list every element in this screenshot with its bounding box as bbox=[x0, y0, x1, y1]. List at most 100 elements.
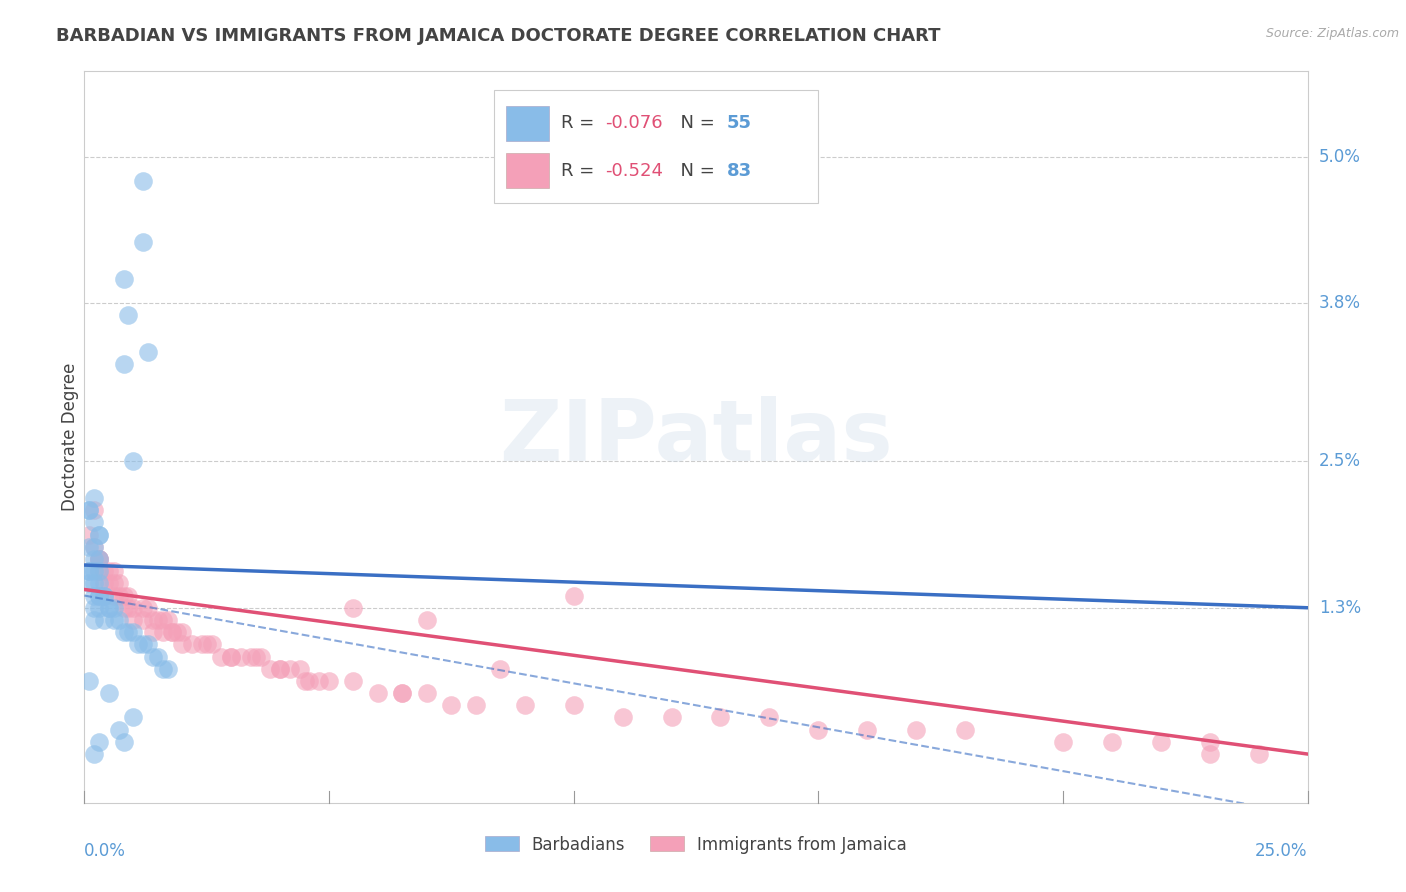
Point bbox=[83, 540, 105, 554]
Point bbox=[112, 357, 135, 371]
Point bbox=[440, 698, 463, 713]
Point bbox=[97, 600, 120, 615]
Point bbox=[1247, 747, 1270, 761]
Point bbox=[87, 527, 110, 541]
Point bbox=[513, 698, 536, 713]
Point bbox=[112, 589, 135, 603]
Point bbox=[87, 552, 110, 566]
Point bbox=[77, 564, 100, 578]
Point bbox=[269, 662, 291, 676]
FancyBboxPatch shape bbox=[506, 153, 550, 188]
Point bbox=[1150, 735, 1173, 749]
Point bbox=[93, 613, 115, 627]
Point bbox=[1052, 735, 1074, 749]
Point bbox=[152, 662, 174, 676]
Point bbox=[87, 735, 110, 749]
Text: 0.0%: 0.0% bbox=[84, 842, 127, 860]
Point bbox=[132, 613, 155, 627]
Point bbox=[83, 552, 105, 566]
Point bbox=[172, 625, 194, 640]
Point bbox=[112, 271, 135, 285]
Point bbox=[77, 503, 100, 517]
Point bbox=[107, 723, 129, 737]
Point bbox=[87, 600, 110, 615]
FancyBboxPatch shape bbox=[506, 106, 550, 141]
Point bbox=[97, 576, 120, 591]
Y-axis label: Doctorate Degree: Doctorate Degree bbox=[62, 363, 80, 511]
Point bbox=[142, 649, 165, 664]
Point bbox=[93, 564, 115, 578]
Point bbox=[87, 552, 110, 566]
Text: N =: N = bbox=[669, 114, 720, 132]
Point bbox=[77, 576, 100, 591]
Point bbox=[298, 673, 321, 688]
Point bbox=[122, 625, 145, 640]
Text: 25.0%: 25.0% bbox=[1256, 842, 1308, 860]
Text: -0.524: -0.524 bbox=[606, 161, 664, 180]
Point bbox=[489, 662, 512, 676]
Point bbox=[464, 698, 486, 713]
Point bbox=[142, 625, 165, 640]
Text: 2.5%: 2.5% bbox=[1319, 452, 1361, 470]
Point bbox=[709, 710, 731, 724]
Point bbox=[136, 637, 159, 651]
Text: N =: N = bbox=[669, 161, 720, 180]
Point bbox=[132, 235, 155, 249]
Point bbox=[416, 686, 439, 700]
Point bbox=[152, 613, 174, 627]
Point bbox=[342, 600, 364, 615]
Point bbox=[278, 662, 301, 676]
Point bbox=[166, 625, 188, 640]
Point bbox=[122, 600, 145, 615]
Point bbox=[1101, 735, 1123, 749]
Point bbox=[77, 564, 100, 578]
Point bbox=[162, 625, 184, 640]
Point bbox=[93, 589, 115, 603]
Text: ZIPatlas: ZIPatlas bbox=[499, 395, 893, 479]
Point bbox=[112, 735, 135, 749]
Point bbox=[132, 637, 155, 651]
Point bbox=[87, 589, 110, 603]
Point bbox=[156, 613, 179, 627]
Point bbox=[87, 527, 110, 541]
Text: 1.3%: 1.3% bbox=[1319, 599, 1361, 616]
Point bbox=[318, 673, 340, 688]
Point bbox=[87, 552, 110, 566]
Point bbox=[288, 662, 311, 676]
Text: 3.8%: 3.8% bbox=[1319, 294, 1361, 312]
Text: 55: 55 bbox=[727, 114, 752, 132]
Point bbox=[112, 625, 135, 640]
Point bbox=[249, 649, 271, 664]
Point bbox=[112, 600, 135, 615]
Point bbox=[195, 637, 218, 651]
Point bbox=[103, 613, 125, 627]
FancyBboxPatch shape bbox=[494, 90, 818, 203]
Point bbox=[122, 454, 145, 468]
Point bbox=[83, 564, 105, 578]
Point bbox=[269, 662, 291, 676]
Point bbox=[342, 673, 364, 688]
Text: 83: 83 bbox=[727, 161, 752, 180]
Point bbox=[758, 710, 780, 724]
Point bbox=[245, 649, 267, 664]
Point bbox=[367, 686, 389, 700]
Point bbox=[172, 637, 194, 651]
Point bbox=[191, 637, 214, 651]
Point bbox=[1198, 747, 1220, 761]
Point bbox=[181, 637, 204, 651]
Point bbox=[83, 600, 105, 615]
Point bbox=[308, 673, 330, 688]
Point bbox=[219, 649, 242, 664]
Point bbox=[905, 723, 928, 737]
Point bbox=[97, 600, 120, 615]
Point bbox=[122, 613, 145, 627]
Point bbox=[416, 613, 439, 627]
Point bbox=[87, 552, 110, 566]
Point bbox=[132, 174, 155, 188]
Point bbox=[83, 589, 105, 603]
Point bbox=[562, 589, 585, 603]
Point bbox=[93, 589, 115, 603]
Point bbox=[103, 600, 125, 615]
Point bbox=[107, 613, 129, 627]
Point bbox=[661, 710, 683, 724]
